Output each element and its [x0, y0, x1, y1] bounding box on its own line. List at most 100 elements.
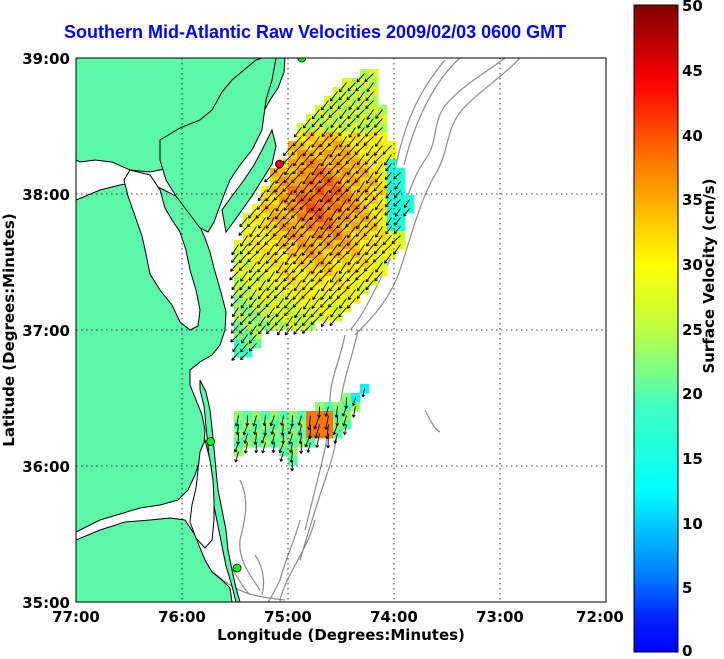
velocity-arrow: [266, 289, 275, 299]
velocity-arrow: [243, 442, 248, 454]
x-tick-label: 72:00: [576, 608, 624, 626]
velocity-arrow: [365, 145, 374, 157]
velocity-cell: [270, 294, 280, 304]
velocity-arrow: [364, 181, 374, 193]
velocity-arrow: [363, 136, 374, 146]
velocity-cell: [360, 267, 370, 277]
velocity-arrow: [355, 82, 365, 92]
velocity-arrow: [247, 217, 257, 228]
velocity-arrow: [234, 415, 239, 427]
velocity-arrow: [282, 145, 293, 157]
velocity-cell: [360, 78, 370, 88]
velocity-arrow: [256, 307, 266, 316]
velocity-arrow: [310, 271, 320, 282]
velocity-arrow: [297, 424, 302, 436]
velocity-arrow: [330, 118, 338, 129]
velocity-arrow: [318, 235, 329, 247]
radar-site-marker: [232, 563, 242, 573]
velocity-arrow: [230, 298, 239, 307]
velocity-arrow: [248, 262, 257, 274]
velocity-arrow: [265, 226, 275, 237]
velocity-arrow: [239, 289, 248, 299]
velocity-arrow: [273, 289, 284, 299]
velocity-arrow: [258, 280, 266, 291]
velocity-cell: [342, 96, 352, 106]
x-tick-labels: 77:00 76:00 75:00 74:00 73:00 72:00: [52, 608, 624, 626]
velocity-arrow: [347, 136, 356, 148]
velocity-arrow: [384, 172, 392, 181]
velocity-arrow: [373, 217, 383, 227]
velocity-arrow: [347, 118, 356, 128]
velocity-arrow: [320, 217, 329, 230]
velocity-arrow: [270, 433, 275, 445]
velocity-arrow: [385, 190, 392, 199]
velocity-arrow: [364, 154, 374, 165]
velocity-arrow: [346, 271, 356, 282]
velocity-arrow: [310, 145, 320, 157]
velocity-cell: [315, 123, 325, 133]
velocity-arrow: [320, 289, 329, 301]
velocity-arrow: [356, 181, 365, 193]
velocity-arrow: [240, 298, 248, 309]
y-tick-label: 36:00: [22, 458, 70, 476]
velocity-arrow: [347, 298, 356, 309]
velocity-arrow: [311, 163, 320, 176]
velocity-arrow: [275, 172, 284, 184]
velocity-arrow: [294, 316, 302, 327]
velocity-arrow: [274, 316, 284, 326]
velocity-arrow: [257, 226, 266, 238]
velocity-arrow: [342, 415, 347, 427]
velocity-arrow: [302, 307, 311, 318]
velocity-arrow: [338, 91, 347, 101]
velocity-arrow: [265, 217, 275, 229]
velocity-arrow: [346, 280, 356, 290]
velocity-arrow: [336, 289, 347, 299]
velocity-arrow: [240, 307, 248, 317]
velocity-arrow: [364, 163, 374, 173]
velocity-arrow: [293, 127, 302, 138]
velocity-arrow: [329, 91, 338, 102]
velocity-arrow: [356, 154, 365, 166]
velocity-cell: [243, 258, 253, 268]
velocity-arrow: [364, 190, 374, 201]
velocity-arrow: [324, 415, 329, 430]
colorbar-tick-label: 5: [682, 579, 692, 597]
velocity-arrow: [293, 244, 302, 257]
velocity-cell: [351, 276, 361, 286]
velocity-arrow: [255, 244, 266, 254]
velocity-arrow: [270, 424, 275, 435]
velocity-arrow: [253, 424, 257, 436]
velocity-arrow: [291, 271, 302, 281]
velocity-arrow: [240, 235, 248, 247]
velocity-arrow: [282, 280, 293, 290]
velocity-arrow: [347, 163, 356, 176]
velocity-arrow: [346, 199, 356, 211]
velocity-arrow: [300, 190, 311, 202]
velocity-arrow: [320, 100, 329, 111]
velocity-arrow: [381, 244, 392, 254]
velocity-cell: [333, 294, 343, 304]
velocity-arrow: [382, 235, 392, 246]
velocity-arrow: [357, 91, 365, 102]
velocity-arrow: [275, 271, 284, 283]
land: [76, 58, 286, 602]
velocity-arrow: [302, 280, 311, 291]
velocity-vectors: [229, 73, 410, 472]
velocity-arrow: [384, 154, 392, 166]
velocity-arrow: [310, 307, 320, 318]
velocity-arrow: [327, 298, 338, 308]
colorbar-tick-label: 45: [682, 62, 703, 80]
velocity-cell: [333, 105, 343, 115]
velocity-arrow: [240, 271, 248, 282]
velocity-arrow: [310, 235, 320, 248]
velocity-arrow: [265, 199, 275, 210]
velocity-arrow: [287, 424, 293, 435]
velocity-arrow: [373, 154, 383, 164]
velocity-arrow: [257, 190, 266, 202]
velocity-cell: [324, 114, 334, 124]
velocity-arrow: [266, 181, 275, 193]
velocity-arrow: [315, 433, 320, 448]
velocity-arrow: [357, 127, 365, 137]
colorbar-label: Surface Velocity (cm/s): [700, 178, 718, 373]
velocity-arrow: [346, 235, 356, 246]
